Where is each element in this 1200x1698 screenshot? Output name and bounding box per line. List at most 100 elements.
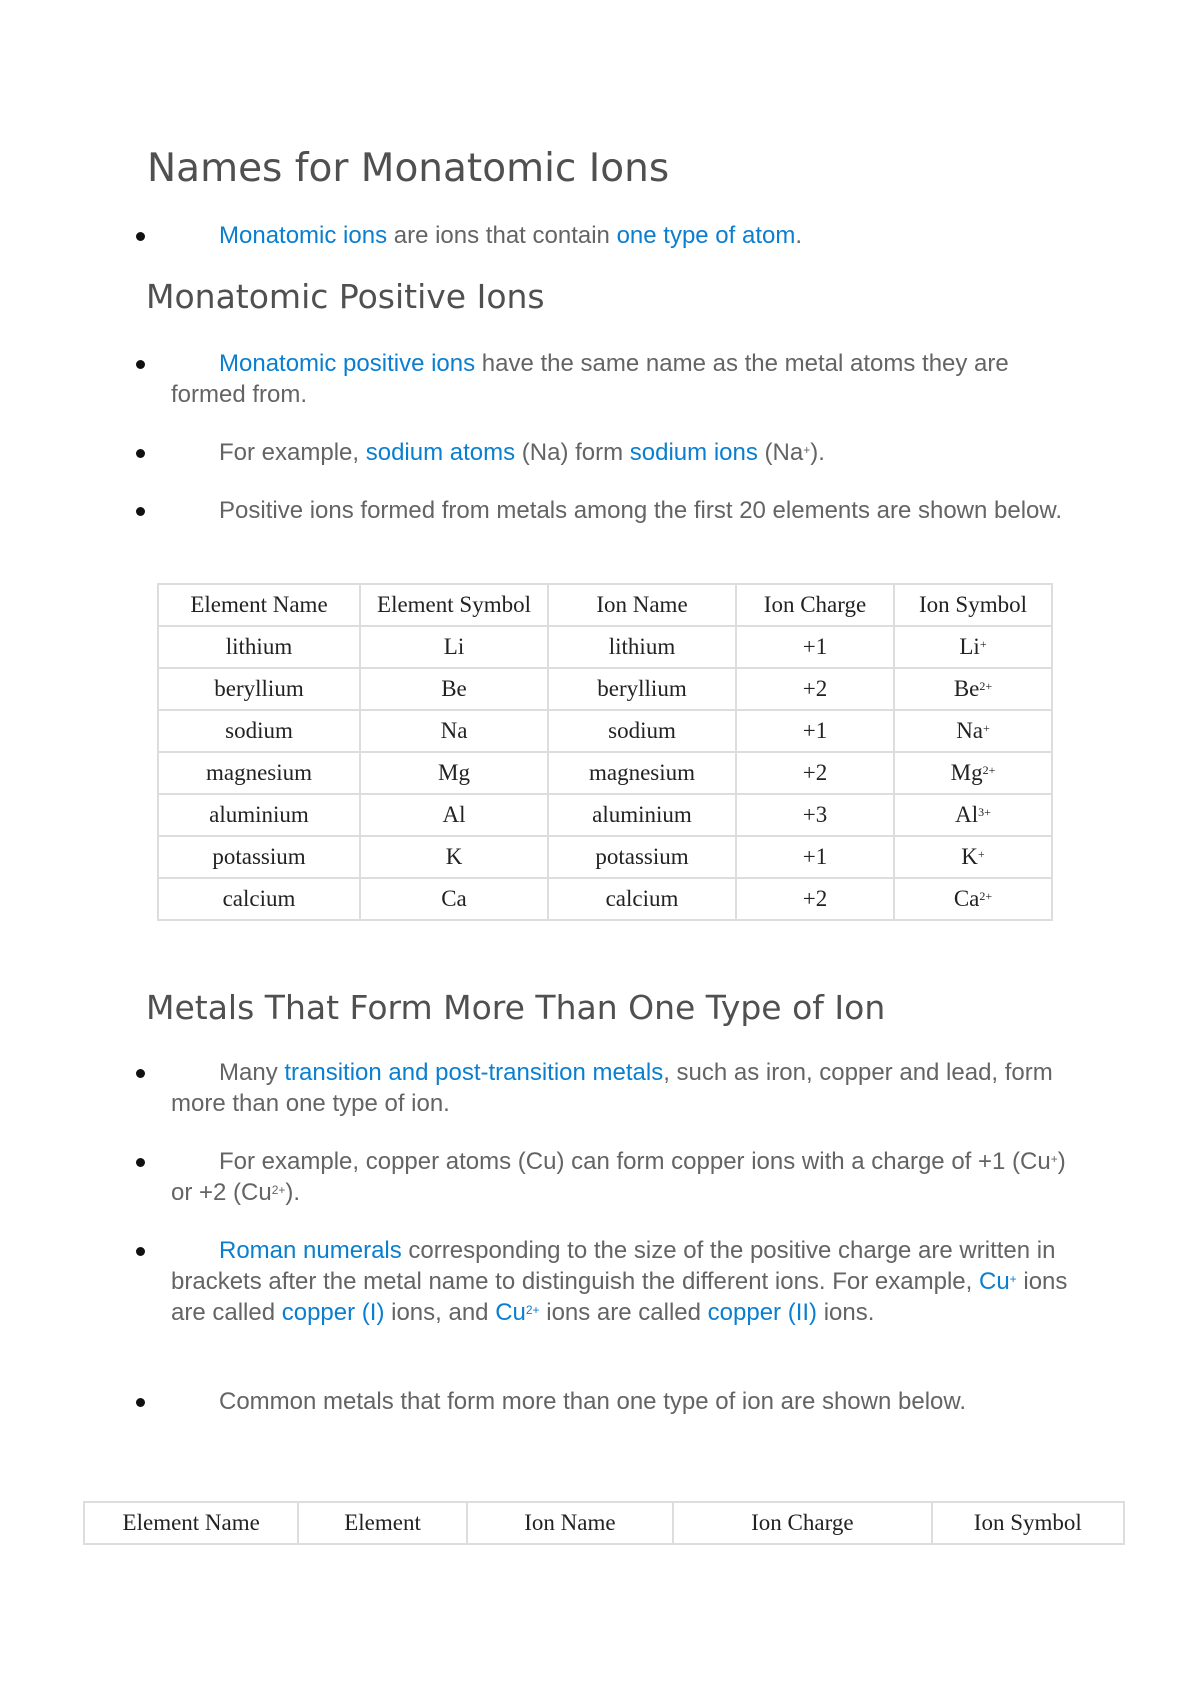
bullet-item: Common metals that form more than one ty… bbox=[136, 1386, 1071, 1417]
table-row: aluminium Al aluminium +3 Al3+ bbox=[159, 795, 1051, 835]
highlighted-term: sodium ions bbox=[629, 439, 758, 466]
column-header: Ion Charge bbox=[737, 585, 893, 625]
highlighted-term: sodium atoms bbox=[365, 439, 516, 466]
highlighted-term: Roman numerals bbox=[219, 1237, 402, 1264]
ion-symbol-cell: K+ bbox=[895, 837, 1051, 877]
table-row: magnesium Mg magnesium +2 Mg2+ bbox=[159, 753, 1051, 793]
table-cell: lithium bbox=[159, 627, 359, 667]
text-segment: ions. bbox=[817, 1299, 875, 1326]
text-segment: are ions that contain bbox=[387, 222, 617, 249]
text-segment: + bbox=[803, 443, 811, 457]
table-cell: magnesium bbox=[549, 753, 735, 793]
text-segment: ions are called bbox=[539, 1299, 708, 1326]
table-cell: +1 bbox=[737, 837, 893, 877]
text-segment: corresponding to the size of the positiv… bbox=[171, 1237, 1056, 1295]
text-segment: ions are called bbox=[171, 1268, 1068, 1326]
page-title: Names for Monatomic Ions bbox=[147, 146, 670, 191]
text-segment: For example, copper atoms (Cu) can form … bbox=[219, 1148, 1051, 1175]
multiple-ions-table: Element Name Element Ion Name Ion Charge Ion… bbox=[83, 1501, 1125, 1545]
table-row: sodium Na sodium +1 Na+ bbox=[159, 711, 1051, 751]
ion-symbol-cell: Mg2+ bbox=[895, 753, 1051, 793]
table-cell: +3 bbox=[737, 795, 893, 835]
text-segment: (Na bbox=[757, 439, 804, 466]
table-cell: lithium bbox=[549, 627, 735, 667]
text-segment: For example, bbox=[219, 439, 366, 466]
highlighted-term: Monatomic ions bbox=[219, 222, 388, 249]
highlighted-term: Monatomic positive ions bbox=[219, 350, 476, 377]
text-segment: Many bbox=[219, 1059, 285, 1086]
column-header: Ion Charge bbox=[674, 1503, 931, 1543]
positive-ions-table: Element Name Element Symbol Ion Name Ion Ch… bbox=[157, 583, 1053, 921]
ion-symbol-cell: Li+ bbox=[895, 627, 1051, 667]
table-cell: aluminium bbox=[159, 795, 359, 835]
table-cell: sodium bbox=[159, 711, 359, 751]
bullet-item: Positive ions formed from metals among t… bbox=[136, 495, 1071, 526]
table-cell: beryllium bbox=[549, 669, 735, 709]
highlighted-term: copper (I) bbox=[281, 1299, 385, 1326]
text-segment: have the same name as the metal atoms th… bbox=[171, 350, 1009, 408]
column-header: Ion Symbol bbox=[932, 1503, 1123, 1543]
ion-symbol-cell: Al3+ bbox=[895, 795, 1051, 835]
table-cell: K bbox=[361, 837, 547, 877]
highlighted-term: transition and post-transition metals bbox=[284, 1059, 664, 1086]
column-header: Ion Symbol bbox=[895, 585, 1051, 625]
bullet-item: Monatomic positive ions have the same na… bbox=[136, 348, 1071, 410]
text-segment: Positive ions formed from metals among t… bbox=[219, 497, 1063, 524]
bullet-item: For example, copper atoms (Cu) can form … bbox=[136, 1146, 1071, 1208]
column-header: Ion Name bbox=[549, 585, 735, 625]
table-cell: Be bbox=[361, 669, 547, 709]
table-cell: +2 bbox=[737, 879, 893, 919]
column-header: Element Symbol bbox=[361, 585, 547, 625]
bullet-item: Monatomic ions are ions that contain one… bbox=[136, 220, 1071, 251]
table-cell: aluminium bbox=[549, 795, 735, 835]
column-header: Element Name bbox=[85, 1503, 298, 1543]
table-cell: beryllium bbox=[159, 669, 359, 709]
table-row: lithium Li lithium +1 Li+ bbox=[159, 627, 1051, 667]
text-segment: + bbox=[1050, 1152, 1058, 1166]
highlighted-term: + bbox=[1009, 1272, 1017, 1286]
table-cell: magnesium bbox=[159, 753, 359, 793]
ion-symbol-cell: Ca2+ bbox=[895, 879, 1051, 919]
text-segment: Common metals that form more than one ty… bbox=[219, 1388, 967, 1415]
text-segment: (Na) form bbox=[515, 439, 630, 466]
text-segment: 2+ bbox=[271, 1183, 286, 1197]
ion-symbol-cell: Na+ bbox=[895, 711, 1051, 751]
text-segment: ). bbox=[810, 439, 825, 466]
table-cell: calcium bbox=[159, 879, 359, 919]
ion-symbol-cell: Be2+ bbox=[895, 669, 1051, 709]
table-cell: +2 bbox=[737, 753, 893, 793]
bullet-item: Many transition and post-transition meta… bbox=[136, 1057, 1071, 1119]
text-segment: ) or +2 (Cu bbox=[171, 1148, 1066, 1206]
table-cell: +1 bbox=[737, 711, 893, 751]
text-segment: ). bbox=[285, 1179, 301, 1206]
table-cell: Na bbox=[361, 711, 547, 751]
table-cell: +2 bbox=[737, 669, 893, 709]
table-cell: +1 bbox=[737, 627, 893, 667]
text-segment: , such as iron, copper and lead, form mo… bbox=[171, 1059, 1053, 1117]
column-header: Element bbox=[299, 1503, 466, 1543]
highlighted-term: Cu bbox=[495, 1299, 526, 1326]
section-heading-multiple-ions: Metals That Form More Than One Type of I… bbox=[146, 988, 886, 1027]
column-header: Element Name bbox=[159, 585, 359, 625]
table-cell: potassium bbox=[549, 837, 735, 877]
text-segment: . bbox=[795, 222, 803, 249]
bullet-item: Roman numerals corresponding to the size… bbox=[136, 1235, 1071, 1328]
table-cell: Al bbox=[361, 795, 547, 835]
table-cell: Ca bbox=[361, 879, 547, 919]
table-cell: potassium bbox=[159, 837, 359, 877]
table-cell: Mg bbox=[361, 753, 547, 793]
highlighted-term: Cu bbox=[978, 1268, 1010, 1295]
table-cell: Li bbox=[361, 627, 547, 667]
table-row: beryllium Be beryllium +2 Be2+ bbox=[159, 669, 1051, 709]
highlighted-term: one type of atom bbox=[616, 222, 796, 249]
table-row: calcium Ca calcium +2 Ca2+ bbox=[159, 879, 1051, 919]
table-cell: calcium bbox=[549, 879, 735, 919]
section-heading-positive-ions: Monatomic Positive Ions bbox=[146, 277, 545, 316]
highlighted-term: copper (II) bbox=[707, 1299, 818, 1326]
text-segment: ions, and bbox=[384, 1299, 496, 1326]
table-cell: sodium bbox=[549, 711, 735, 751]
highlighted-term: 2+ bbox=[525, 1303, 540, 1317]
column-header: Ion Name bbox=[467, 1503, 673, 1543]
bullet-item: For example, sodium atoms (Na) form sodi… bbox=[136, 437, 1071, 468]
